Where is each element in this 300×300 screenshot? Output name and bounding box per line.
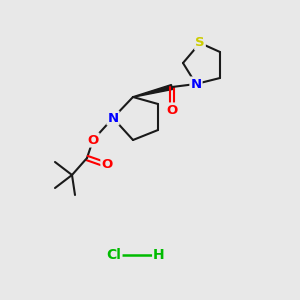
Polygon shape bbox=[133, 85, 172, 97]
Text: N: N bbox=[107, 112, 118, 124]
Text: N: N bbox=[190, 77, 202, 91]
Text: O: O bbox=[87, 134, 99, 146]
Text: O: O bbox=[101, 158, 112, 172]
Text: S: S bbox=[195, 37, 205, 50]
Text: Cl: Cl bbox=[106, 248, 122, 262]
Text: O: O bbox=[167, 103, 178, 116]
Text: H: H bbox=[153, 248, 165, 262]
